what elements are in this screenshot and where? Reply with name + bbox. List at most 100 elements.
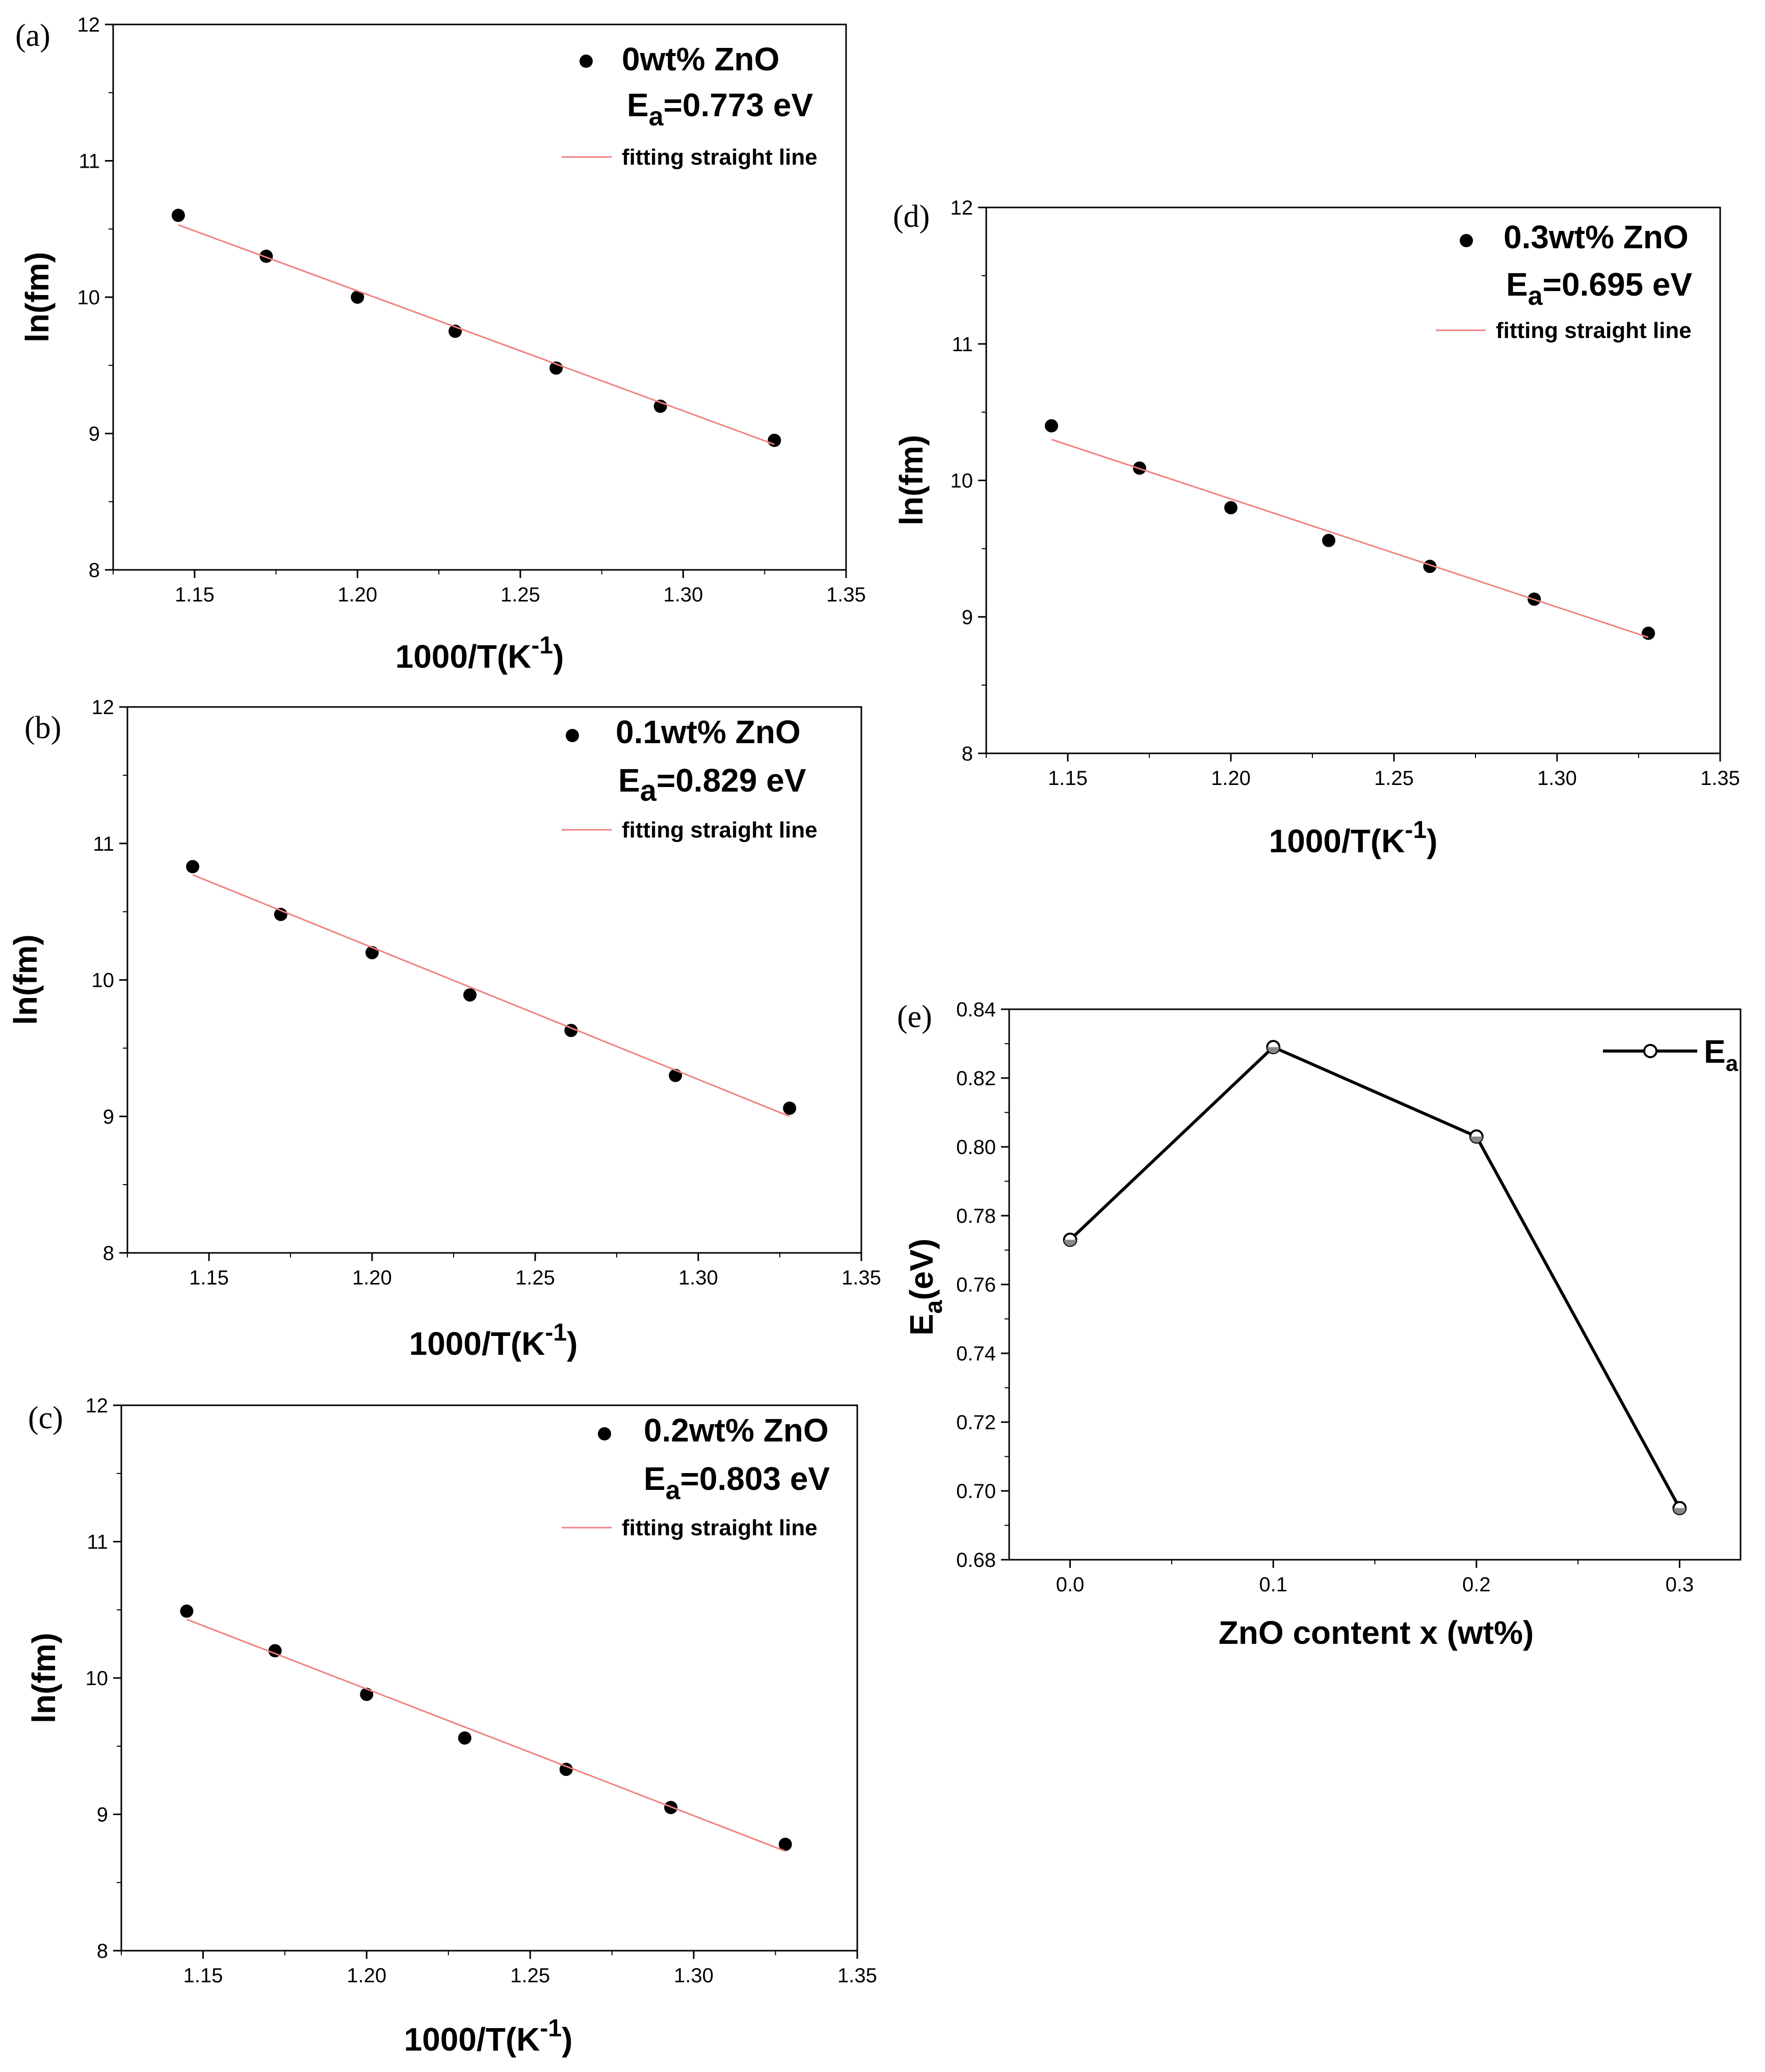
y-tick-label: 0.84	[956, 999, 996, 1021]
legend-fit-label: fitting straight line	[622, 818, 818, 843]
y-tick-label: 0.82	[956, 1067, 996, 1090]
y-tick-label: 9	[103, 1106, 114, 1128]
activation-energy-label: Ea=0.803 eV	[644, 1460, 830, 1505]
y-tick-label: 11	[93, 833, 114, 855]
panel-label: (d)	[893, 199, 930, 234]
panel-e: (e) 0.0 0.1 0.2 0.3 0.68 0.70 0.72 0.74 0.76 0.78 0…	[897, 999, 1742, 1651]
y-tick-label: 9	[962, 606, 973, 628]
y-tick-label: 11	[78, 150, 100, 173]
legend-series-name: 0.2wt% ZnO	[644, 1412, 829, 1449]
data-point	[351, 291, 364, 304]
legend-series-name: 0.1wt% ZnO	[616, 714, 801, 750]
fit-line	[178, 224, 775, 445]
y-axis-label: ln(fm)	[7, 934, 44, 1025]
y-tick-label: 12	[86, 1395, 109, 1417]
y-tick-label: 10	[77, 286, 100, 309]
panel-b: (b) 1.15 1.20 1.25 1.30 1.35 8 9 10 11 12 1000/T(K-…	[7, 696, 881, 1362]
data-point-shade	[1470, 1136, 1483, 1143]
panel-a: (a) 1.15 1.20 1.25 1.30 1.35 8 9 10 11 12 1000/T(K-…	[15, 14, 866, 675]
data-point	[1045, 419, 1058, 433]
y-tick-label: 11	[952, 333, 973, 356]
x-tick-label: 1.15	[189, 1267, 229, 1289]
data-point-shade	[1673, 1508, 1686, 1514]
x-tick-label: 0.3	[1666, 1573, 1694, 1596]
x-axis-label: 1000/T(K-1)	[396, 632, 564, 675]
data-point	[1642, 626, 1655, 640]
data-point	[653, 400, 667, 413]
x-axis-label: ZnO content x (wt%)	[1219, 1614, 1534, 1651]
y-tick-label: 12	[92, 696, 115, 719]
y-tick-label: 10	[86, 1667, 109, 1690]
panel-label: (a)	[15, 18, 50, 53]
x-axis-label: 1000/T(K-1)	[1269, 817, 1438, 859]
x-axis-label: 1000/T(K-1)	[409, 1319, 578, 1362]
x-tick-label: 0.2	[1462, 1573, 1491, 1596]
fit-line	[192, 874, 790, 1117]
x-tick-label: 1.35	[826, 584, 866, 606]
y-axis-label: ln(fm)	[19, 252, 56, 343]
y-axis-label: ln(fm)	[893, 435, 930, 526]
y-tick-label: 0.74	[956, 1343, 996, 1365]
legend-marker	[579, 55, 593, 68]
y-tick-label: 8	[89, 559, 100, 582]
x-tick-label: 1.25	[510, 1964, 550, 1987]
panel-d: (d) 1.15 1.20 1.25 1.30 1.35 8 9 10 11 12 1000/T(K-…	[893, 197, 1740, 859]
x-tick-label: 1.15	[183, 1964, 223, 1987]
x-tick-label: 1.30	[664, 584, 703, 606]
data-point	[783, 1101, 797, 1115]
fit-line	[1051, 438, 1649, 638]
data-point	[458, 1731, 471, 1745]
y-tick-label: 9	[97, 1804, 108, 1826]
legend-series-name: 0.3wt% ZnO	[1504, 219, 1689, 255]
x-tick-label: 1.15	[1048, 767, 1088, 790]
legend-marker	[598, 1427, 611, 1440]
panel-label: (c)	[28, 1401, 63, 1435]
y-axis-label: Ea(eV)	[903, 1239, 947, 1335]
y-tick-label: 12	[77, 14, 100, 36]
data-point	[778, 1838, 792, 1851]
fit-line	[186, 1618, 786, 1852]
y-tick-label: 10	[951, 470, 973, 492]
legend-series-name: Ea	[1704, 1033, 1738, 1076]
y-tick-label: 12	[951, 197, 973, 219]
activation-energy-label: Ea=0.773 eV	[627, 87, 813, 132]
legend: Ea	[1603, 1033, 1738, 1076]
x-tick-label: 1.35	[841, 1267, 881, 1289]
x-tick-label: 1.35	[837, 1964, 877, 1987]
x-tick-label: 1.30	[674, 1964, 714, 1987]
legend-marker	[1643, 1044, 1657, 1058]
series-line	[1069, 1045, 1681, 1509]
data-point	[180, 1604, 194, 1618]
x-tick-label: 1.15	[175, 584, 215, 606]
x-tick-label: 1.20	[347, 1964, 386, 1987]
data-point	[559, 1763, 573, 1776]
x-tick-label: 1.25	[1374, 767, 1414, 790]
x-tick-label: 0.0	[1056, 1573, 1085, 1596]
legend-marker	[566, 729, 579, 742]
y-tick-label: 8	[97, 1940, 108, 1962]
x-tick-label: 1.25	[500, 584, 540, 606]
data-point	[1322, 534, 1335, 547]
data-point	[1224, 501, 1237, 515]
y-tick-label: 9	[89, 423, 100, 445]
legend-marker	[1460, 234, 1473, 247]
y-tick-label: 0.78	[956, 1205, 996, 1227]
data-point	[768, 433, 781, 447]
y-tick-label: 0.70	[956, 1480, 996, 1503]
y-tick-label: 8	[962, 743, 973, 765]
data-point	[259, 249, 273, 263]
data-point-shade	[1267, 1047, 1280, 1054]
data-point	[171, 208, 185, 222]
legend: 0.3wt% ZnO Ea=0.695 eV fitting straight li…	[1436, 219, 1693, 343]
panel-label: (e)	[897, 1000, 932, 1034]
data-point	[463, 988, 477, 1002]
legend: 0.2wt% ZnO Ea=0.803 eV fitting straight li…	[562, 1412, 830, 1540]
panel-c: (c) 1.15 1.20 1.25 1.30 1.35 8 9 10 11 12 1000/T(K-…	[25, 1395, 877, 2058]
x-tick-label: 1.20	[337, 584, 377, 606]
panel-label: (b)	[24, 711, 61, 745]
legend-fit-label: fitting straight line	[622, 145, 818, 170]
data-point	[186, 860, 199, 874]
y-tick-label: 10	[92, 969, 115, 992]
legend: 0wt% ZnO Ea=0.773 eV fitting straight line	[562, 41, 818, 170]
